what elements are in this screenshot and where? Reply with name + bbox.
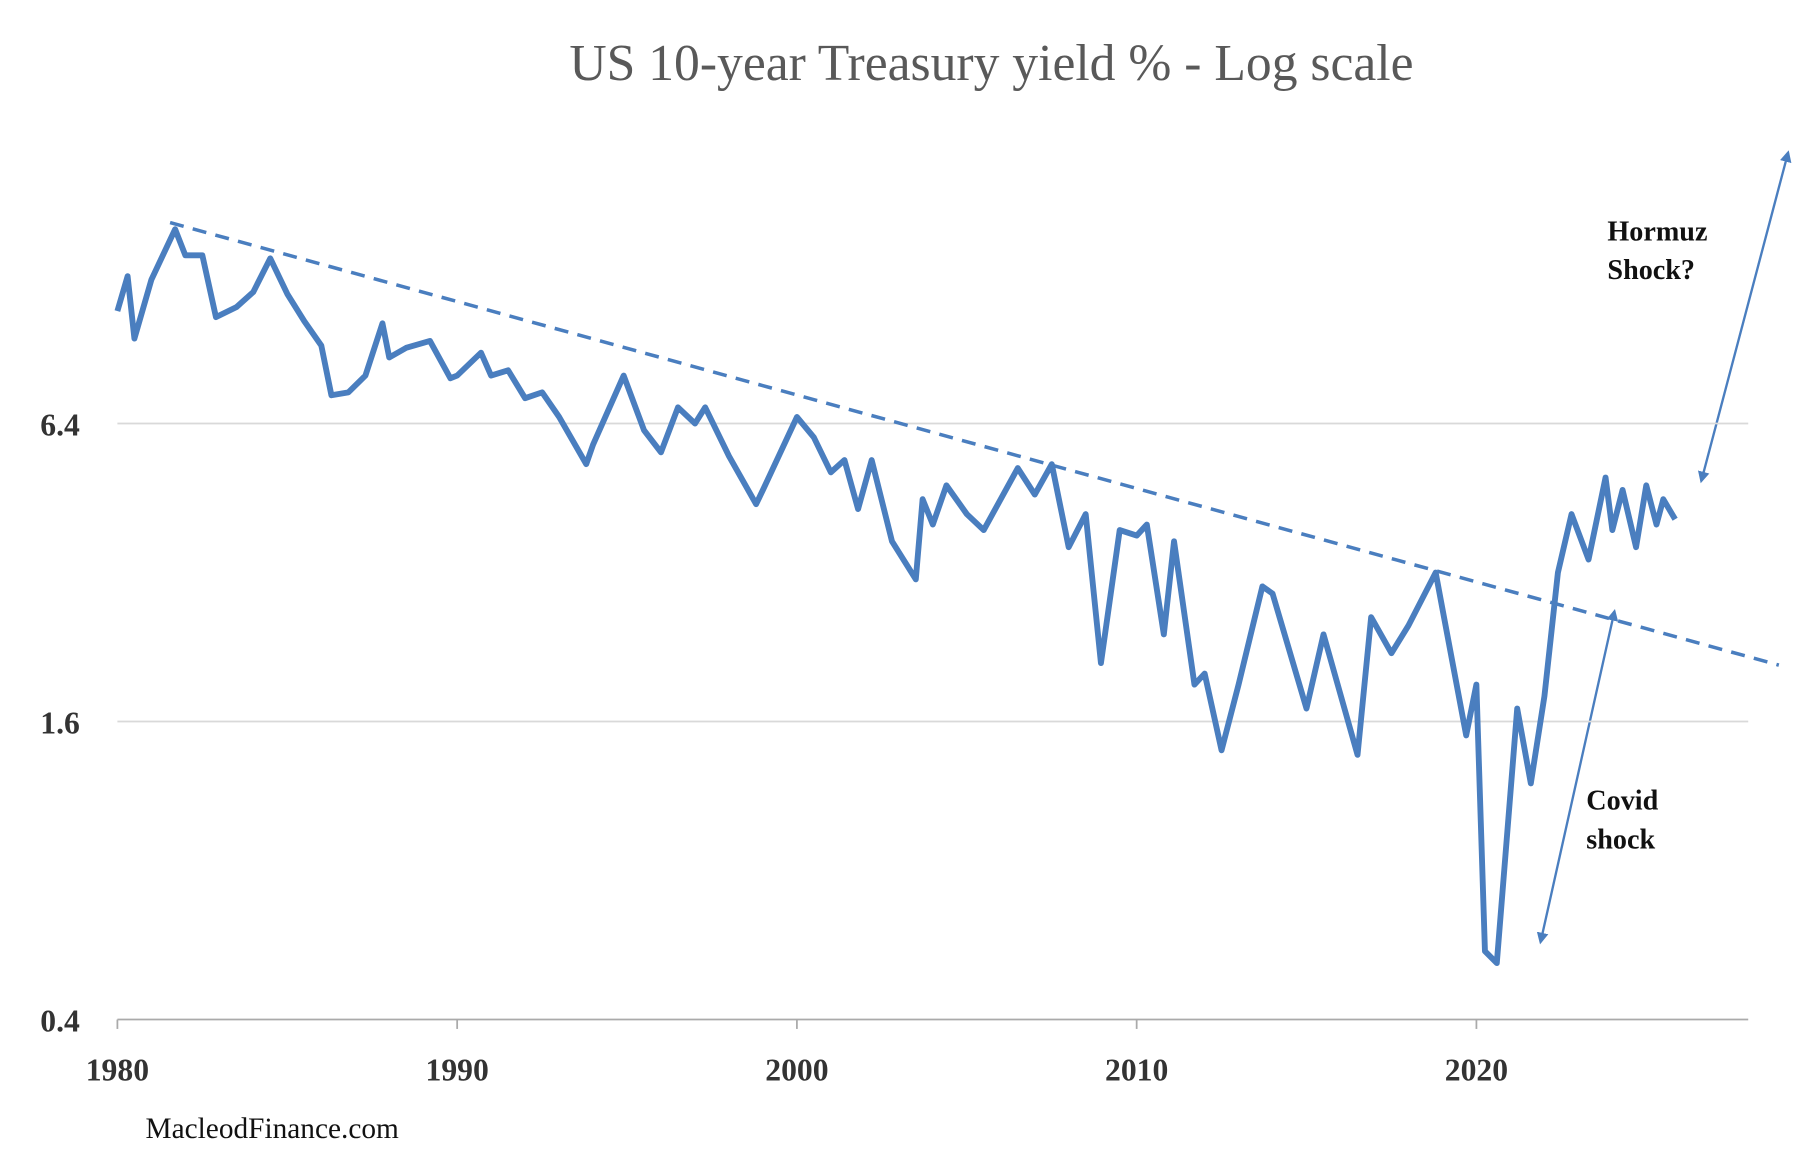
source: MacleodFinance.com: [146, 1113, 399, 1145]
annotation: Shock?: [1607, 255, 1695, 286]
y-tick-label: 6.4: [40, 407, 80, 442]
chart-title: US 10-year Treasury yield % - Log scale: [569, 35, 1413, 92]
y-tick-label: 1.6: [40, 705, 80, 740]
x-tick-label: 2000: [765, 1053, 828, 1088]
trend-line: [169, 220, 1780, 667]
series-line: [114, 226, 1678, 967]
arrow: [1536, 608, 1619, 945]
y-tick-label: 0.4: [40, 1003, 80, 1038]
annotation: Hormuz: [1607, 217, 1707, 248]
annotation: shock: [1586, 824, 1655, 855]
x-tick-label: 1990: [425, 1053, 488, 1088]
x-tick-label: 1980: [86, 1053, 149, 1088]
x-tick-label: 2020: [1445, 1053, 1508, 1088]
x-tick-label: 2010: [1105, 1053, 1168, 1088]
arrow: [1698, 150, 1792, 484]
annotation: Covid: [1586, 786, 1658, 817]
